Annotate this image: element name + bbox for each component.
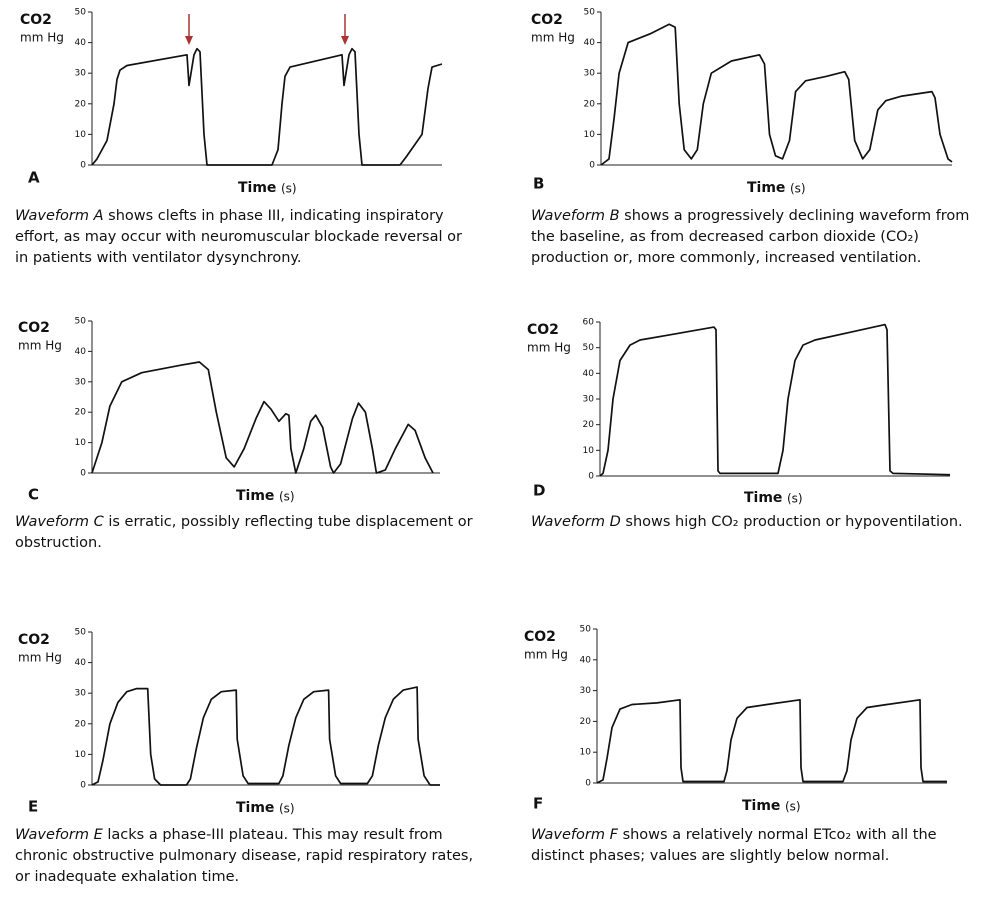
y-tick-label: 50 (75, 628, 87, 638)
y-tick-label: 30 (584, 69, 596, 79)
y-tick-label: 40 (75, 658, 87, 668)
caption-lead: Waveform B (531, 208, 620, 224)
y-axis-unit: mm Hg (531, 31, 575, 45)
y-tick-label: 10 (580, 748, 592, 758)
x-axis-unit: (s) (787, 492, 803, 506)
caption-lead: Waveform C (15, 514, 104, 530)
y-tick-label: 20 (583, 420, 595, 430)
y-axis-unit: mm Hg (18, 651, 62, 665)
y-tick-label: 0 (80, 781, 86, 791)
x-axis-label: Time (742, 798, 780, 814)
y-axis-label: CO2 (18, 632, 50, 648)
panel-letter: B (533, 175, 544, 193)
y-tick-label: 20 (584, 99, 596, 109)
y-tick-label: 10 (583, 446, 595, 456)
y-tick-label: 10 (584, 130, 596, 140)
caption: Waveform E lacks a phase-III plateau. Th… (15, 825, 477, 888)
caption-text: shows a progressively declining waveform… (531, 208, 970, 266)
caption-text: shows high CO₂ production or hypoventila… (625, 514, 963, 530)
y-tick-label: 50 (584, 8, 596, 18)
y-tick-label: 50 (583, 343, 595, 353)
caption: Waveform C is erratic, possibly reflecti… (15, 512, 477, 554)
caption: Waveform A shows clefts in phase III, in… (15, 206, 477, 269)
arrow-head (185, 36, 193, 45)
y-tick-label: 30 (580, 686, 592, 696)
y-tick-label: 10 (75, 130, 87, 140)
y-tick-label: 40 (75, 38, 87, 48)
waveform (91, 361, 434, 474)
y-tick-label: 20 (75, 99, 87, 109)
x-axis-unit: (s) (279, 802, 295, 816)
caption: Waveform F shows a relatively normal ETc… (531, 825, 987, 867)
y-tick-label: 10 (75, 438, 87, 448)
y-tick-label: 20 (75, 408, 87, 418)
y-tick-label: 40 (584, 38, 596, 48)
y-tick-label: 40 (580, 655, 592, 665)
x-axis-label: Time (744, 490, 782, 506)
y-axis-unit: mm Hg (20, 31, 64, 45)
x-axis-unit: (s) (279, 490, 295, 504)
y-tick-label: 50 (580, 625, 592, 635)
panel-letter: E (28, 798, 38, 816)
waveform (599, 323, 951, 477)
y-tick-label: 0 (588, 472, 594, 482)
waveform (596, 698, 947, 784)
panel-letter: A (28, 169, 40, 187)
y-axis-unit: mm Hg (524, 648, 568, 662)
y-tick-label: 30 (75, 69, 87, 79)
caption-lead: Waveform F (531, 827, 618, 843)
waveform (91, 686, 440, 786)
y-tick-label: 0 (585, 779, 591, 789)
waveform (91, 47, 443, 166)
x-axis-label: Time (747, 180, 785, 196)
x-axis-unit: (s) (785, 800, 801, 814)
panel-letter: F (533, 795, 543, 813)
y-tick-label: 30 (75, 377, 87, 387)
x-axis-unit: (s) (790, 182, 806, 196)
caption-text: shows clefts in phase III, indicating in… (15, 208, 462, 266)
y-axis-label: CO2 (527, 322, 559, 338)
caption: Waveform D shows high CO₂ production or … (531, 512, 987, 533)
x-axis-label: Time (238, 180, 276, 196)
y-tick-label: 20 (75, 719, 87, 729)
y-axis-label: CO2 (524, 629, 556, 645)
y-axis-label: CO2 (531, 12, 563, 28)
panel-letter: D (533, 482, 545, 500)
y-axis-label: CO2 (18, 320, 50, 336)
caption-lead: Waveform E (15, 827, 103, 843)
panel-letter: C (28, 486, 39, 504)
caption-text: shows a relatively normal ETco₂ with all… (531, 827, 937, 864)
y-axis-unit: mm Hg (527, 341, 571, 355)
y-tick-label: 40 (75, 347, 87, 357)
x-axis-label: Time (236, 488, 274, 504)
x-axis-label: Time (236, 800, 274, 816)
y-tick-label: 30 (75, 689, 87, 699)
caption-text: is erratic, possibly reflecting tube dis… (15, 514, 473, 551)
y-tick-label: 30 (583, 395, 595, 405)
y-tick-label: 50 (75, 8, 87, 18)
y-tick-label: 0 (80, 469, 86, 479)
y-axis-unit: mm Hg (18, 339, 62, 353)
caption-lead: Waveform D (531, 514, 621, 530)
caption-lead: Waveform A (15, 208, 104, 224)
arrow-head (341, 36, 349, 45)
caption-text: lacks a phase-III plateau. This may resu… (15, 827, 474, 885)
y-tick-label: 0 (80, 161, 86, 171)
y-tick-label: 60 (583, 318, 595, 328)
x-axis-unit: (s) (281, 182, 297, 196)
y-tick-label: 40 (583, 369, 595, 379)
y-tick-label: 10 (75, 750, 87, 760)
y-tick-label: 20 (580, 717, 592, 727)
y-tick-label: 50 (75, 317, 87, 327)
waveform (600, 23, 953, 166)
caption: Waveform B shows a progressively declini… (531, 206, 987, 269)
y-tick-label: 0 (589, 161, 595, 171)
y-axis-label: CO2 (20, 12, 52, 28)
